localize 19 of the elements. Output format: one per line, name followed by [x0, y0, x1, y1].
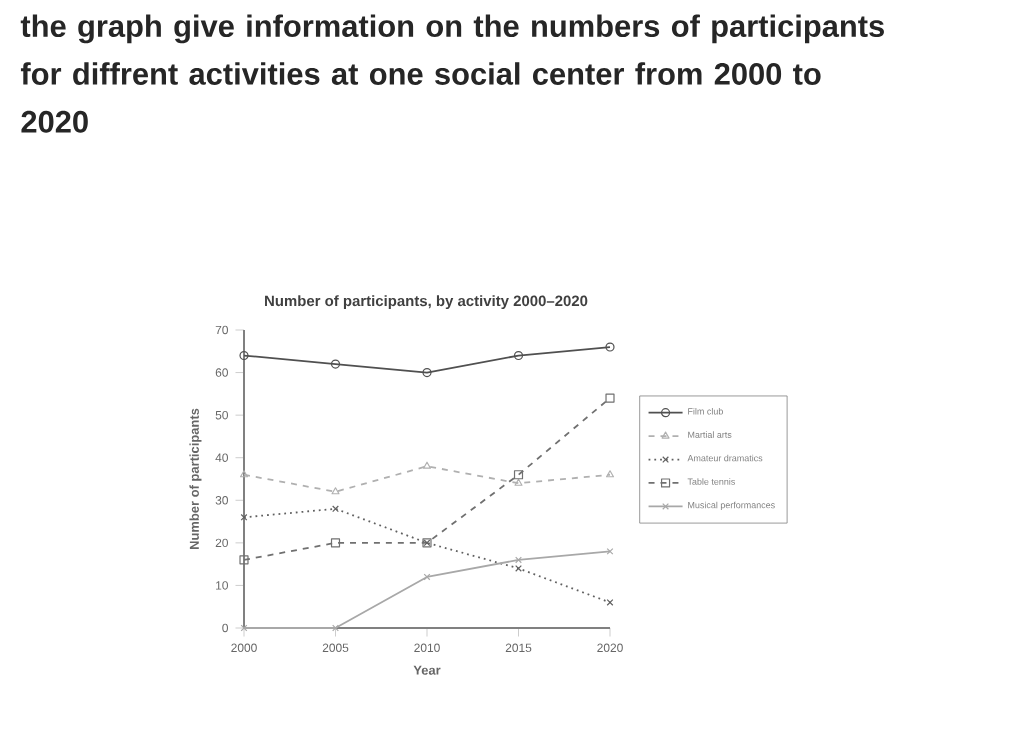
point: [239, 555, 249, 565]
point: [513, 470, 524, 480]
point: [332, 624, 339, 632]
point: [332, 505, 339, 513]
point: [240, 513, 248, 521]
point: [515, 556, 522, 564]
point: [513, 350, 524, 361]
point: [606, 599, 614, 606]
point: [239, 470, 249, 478]
point: [515, 564, 522, 572]
point: [330, 538, 341, 548]
point: [422, 461, 432, 469]
point: [605, 393, 615, 403]
chart-title: the graph give information on the numbers of participants for diffrent activities at one social center from 2000 to 2020: [20, 14, 884, 133]
point: [330, 359, 341, 369]
point: [514, 478, 523, 486]
point: [605, 470, 615, 478]
point: [331, 487, 340, 495]
point: [422, 367, 432, 378]
